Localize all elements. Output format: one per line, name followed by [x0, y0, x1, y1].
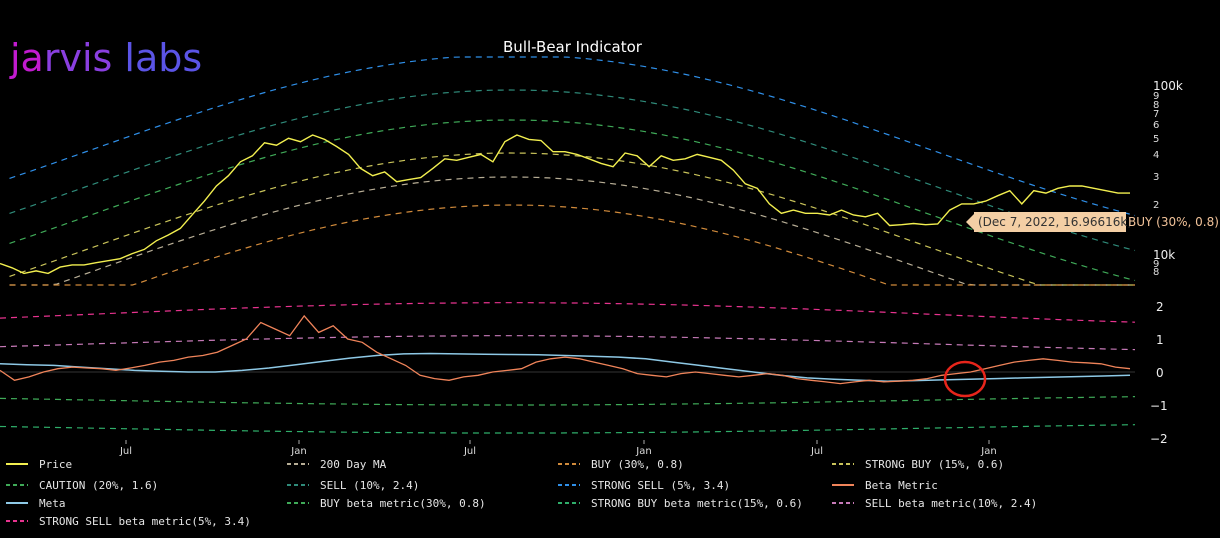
x-tick-label: Jul	[119, 446, 132, 457]
brand-logo: jarvis labs	[10, 36, 202, 80]
upper-y-tick: 7	[1153, 109, 1159, 120]
hover-series-label: BUY (30%, 0.8)	[1128, 215, 1219, 229]
lower-y-tick: −1	[1150, 399, 1168, 413]
series-strong-buy-beta-metric-15-0-6	[0, 424, 1136, 434]
legend-item-strong-buy-beta-metric-15-0-6[interactable]: STRONG BUY beta metric(15%, 0.6)	[558, 497, 803, 510]
x-tick-label: Jan	[290, 446, 306, 457]
legend-label: STRONG BUY beta metric(15%, 0.6)	[591, 497, 803, 510]
series-sell-10-2-4	[9, 89, 1136, 252]
upper-y-tick: 4	[1153, 150, 1159, 161]
legend-item-buy-beta-metric-30-0-8[interactable]: BUY beta metric(30%, 0.8)	[287, 497, 486, 510]
logo-part-b: rvis	[43, 36, 125, 80]
series-beta-metric	[0, 314, 1131, 385]
upper-y-tick: 10k	[1153, 248, 1175, 262]
x-tick-label: Jan	[635, 446, 651, 457]
legend-label: STRONG BUY (15%, 0.6)	[865, 458, 1004, 471]
legend-label: STRONG SELL (5%, 3.4)	[591, 479, 730, 492]
legend-label: Price	[39, 458, 72, 471]
logo-part-c: labs	[124, 36, 203, 80]
x-tick-label: Jul	[463, 446, 476, 457]
legend-label: BUY (30%, 0.8)	[591, 458, 684, 471]
series-strong-sell-beta-metric-5-3-4	[0, 302, 1136, 323]
series-meta	[0, 352, 1131, 382]
lower-y-tick: 1	[1156, 333, 1164, 347]
legend-label: STRONG SELL beta metric(5%, 3.4)	[39, 515, 251, 528]
legend-item-strong-sell-5-3-4[interactable]: STRONG SELL (5%, 3.4)	[558, 479, 730, 492]
series-price	[0, 134, 1130, 275]
upper-y-tick: 100k	[1153, 79, 1183, 93]
series-200-day-ma	[9, 176, 1135, 286]
legend-item-price[interactable]: Price	[6, 458, 72, 471]
hover-pointer	[966, 214, 974, 230]
x-tick-label: Jul	[810, 446, 823, 457]
legend-item-strong-sell-beta-metric-5-3-4[interactable]: STRONG SELL beta metric(5%, 3.4)	[6, 515, 251, 528]
logo-part-a: ja	[10, 36, 44, 80]
legend-label: 200 Day MA	[320, 458, 387, 471]
series-caution-20-1-6	[9, 119, 1136, 282]
legend-item-strong-buy-15-0-6[interactable]: STRONG BUY (15%, 0.6)	[832, 458, 1004, 471]
legend-item-sell-beta-metric-10-2-4[interactable]: SELL beta metric(10%, 2.4)	[832, 497, 1037, 510]
chart-title: Bull-Bear Indicator	[503, 38, 642, 56]
series-strong-sell-5-3-4	[9, 56, 1136, 217]
legend-label: BUY beta metric(30%, 0.8)	[320, 497, 486, 510]
upper-y-tick: 3	[1153, 172, 1159, 183]
upper-y-tick: 8	[1153, 267, 1159, 278]
legend-item-buy-30-0-8[interactable]: BUY (30%, 0.8)	[558, 458, 684, 471]
series-sell-beta-metric-10-2-4	[0, 335, 1136, 351]
series-strong-buy-15-0-6	[9, 152, 1135, 286]
series-buy-30-0-8	[9, 204, 1135, 286]
hover-value: (Dec 7, 2022, 16.96616k)	[978, 215, 1132, 229]
lower-y-tick: −2	[1150, 432, 1168, 446]
series-buy-beta-metric-30-0-8	[0, 396, 1136, 406]
legend-item-sell-10-2-4[interactable]: SELL (10%, 2.4)	[287, 479, 419, 492]
legend-item-200-day-ma[interactable]: 200 Day MA	[287, 458, 387, 471]
legend[interactable]: Price 200 Day MA BUY (30%, 0.8) STRONG BUY …	[6, 458, 1037, 528]
x-tick-label: Jan	[980, 446, 996, 457]
upper-y-tick: 9	[1153, 91, 1159, 102]
legend-label: CAUTION (20%, 1.6)	[39, 479, 158, 492]
lower-y-tick: 2	[1156, 300, 1164, 314]
legend-label: SELL (10%, 2.4)	[320, 479, 419, 492]
upper-y-tick: 9	[1153, 259, 1159, 270]
upper-y-tick: 8	[1153, 100, 1159, 111]
legend-label: Meta	[39, 497, 66, 510]
upper-y-tick: 5	[1153, 134, 1159, 145]
lower-panel	[0, 302, 1136, 434]
annotation-circle	[943, 360, 987, 398]
hover-tooltip: (Dec 7, 2022, 16.96616k)BUY (30%, 0.8)	[966, 212, 1219, 232]
upper-y-tick: 6	[1153, 120, 1159, 131]
legend-item-caution-20-1-6[interactable]: CAUTION (20%, 1.6)	[6, 479, 158, 492]
upper-panel	[0, 56, 1136, 286]
upper-y-tick: 2	[1153, 200, 1159, 211]
legend-item-meta[interactable]: Meta	[6, 497, 66, 510]
legend-label: SELL beta metric(10%, 2.4)	[865, 497, 1037, 510]
hover-box	[974, 212, 1126, 232]
lower-y-tick: 0	[1156, 366, 1164, 380]
legend-item-beta-metric[interactable]: Beta Metric	[832, 479, 938, 492]
legend-label: Beta Metric	[865, 479, 938, 492]
